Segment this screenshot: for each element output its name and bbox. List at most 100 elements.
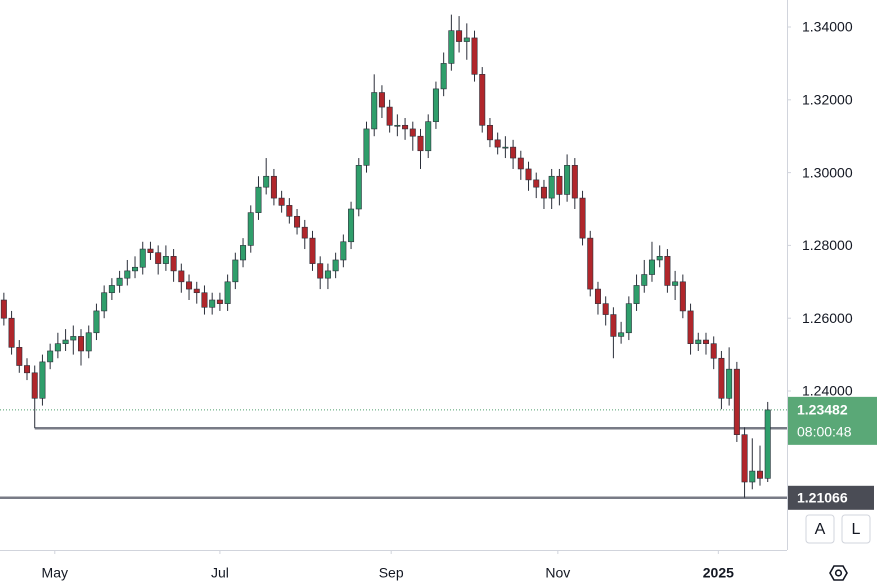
- candle-body: [78, 336, 85, 352]
- candle-body: [324, 270, 331, 279]
- candle-body: [610, 314, 617, 337]
- candle-body: [186, 281, 193, 290]
- y-tick-label: 1.28000: [802, 237, 853, 253]
- candle-body: [278, 197, 285, 206]
- candle-body: [618, 332, 625, 337]
- candle-body: [24, 365, 31, 374]
- settings-icon-center[interactable]: [834, 569, 843, 577]
- candle-body: [70, 336, 77, 341]
- candle-body: [726, 368, 733, 399]
- x-tick-label: 2025: [703, 565, 734, 581]
- candle-body: [417, 135, 424, 152]
- candle-body: [108, 285, 115, 294]
- candle-body: [294, 215, 301, 228]
- candle-body: [594, 288, 601, 304]
- candle-body: [687, 310, 694, 344]
- candle-body: [147, 248, 154, 253]
- candle-body: [510, 146, 517, 159]
- candle-body: [224, 281, 231, 304]
- level-label: 1.21066: [797, 490, 848, 506]
- candle-body: [664, 256, 671, 286]
- candle-body: [702, 339, 709, 344]
- candle-body: [648, 259, 655, 275]
- candle-body: [672, 281, 679, 286]
- candle-body: [255, 186, 262, 213]
- plot-area: [0, 14, 787, 500]
- candle-body: [124, 270, 131, 279]
- y-tick-label: 1.24000: [802, 383, 853, 399]
- candle-body: [425, 121, 432, 152]
- candle-body: [764, 409, 771, 479]
- candle-body: [47, 350, 54, 363]
- candle-body: [548, 175, 555, 199]
- candle-body: [571, 165, 578, 199]
- x-tick-label: Jul: [211, 565, 229, 581]
- candle-body: [332, 259, 339, 272]
- candle-body: [494, 139, 501, 148]
- candle-body: [540, 186, 547, 199]
- candle-body: [39, 361, 46, 399]
- candle-body: [247, 212, 254, 246]
- candle-body: [479, 74, 486, 126]
- last-price-label: 1.23482: [797, 402, 848, 418]
- candle-body: [602, 303, 609, 315]
- candle-body: [317, 263, 324, 279]
- axes: 1.24000 1.26000 1.28000 1.30000 1.32000 1.340…: [42, 19, 877, 581]
- candle-body: [162, 256, 169, 264]
- candle-body: [625, 303, 632, 334]
- candle-body: [641, 274, 648, 286]
- candle-body: [16, 347, 23, 366]
- candle-body: [502, 146, 509, 149]
- candle-body: [656, 256, 663, 261]
- x-tick-label: May: [42, 565, 68, 581]
- x-tick-label: Sep: [379, 565, 404, 581]
- candle-body: [394, 124, 401, 127]
- candle-body: [116, 277, 123, 286]
- last-price-box: [788, 396, 877, 445]
- auto-button[interactable]: [805, 514, 835, 544]
- candle-body: [155, 252, 162, 264]
- candle-body: [363, 128, 370, 166]
- candle-body: [348, 208, 355, 243]
- candle-body: [0, 299, 7, 319]
- candle-body: [432, 88, 439, 122]
- candle-body: [710, 343, 717, 359]
- y-tick-label: 1.32000: [802, 92, 853, 108]
- auto-button-label[interactable]: A: [815, 521, 826, 538]
- candle-body: [525, 168, 532, 181]
- candle-body: [756, 470, 763, 479]
- countdown-label: 08:00:48: [797, 424, 852, 440]
- y-tick-label: 1.26000: [802, 310, 853, 326]
- candle-body: [31, 372, 38, 399]
- candle-body: [371, 92, 378, 130]
- candle-body: [533, 179, 540, 188]
- candle-body: [270, 175, 277, 199]
- candle-body: [440, 63, 447, 90]
- candle-body: [232, 259, 239, 283]
- candle-body: [517, 157, 524, 170]
- candle-body: [8, 317, 15, 348]
- candle-body: [132, 266, 139, 272]
- candle-body: [718, 357, 725, 399]
- candle-body: [85, 332, 92, 352]
- candle-body: [448, 30, 455, 64]
- candle-body: [587, 237, 594, 290]
- candle-body: [139, 248, 146, 268]
- settings-button[interactable]: [829, 565, 848, 581]
- candle-body: [733, 368, 740, 435]
- candle-body: [101, 292, 108, 312]
- settings-icon[interactable]: [829, 565, 848, 581]
- candle-body: [263, 175, 270, 188]
- candle-body: [240, 245, 247, 261]
- candle-body: [62, 339, 69, 344]
- log-button-label[interactable]: L: [852, 521, 861, 538]
- candle-body: [579, 197, 586, 239]
- candle-body: [463, 37, 470, 42]
- candle-body: [402, 124, 409, 130]
- candle-body: [286, 205, 293, 217]
- candle-body: [193, 288, 200, 294]
- candle-body: [564, 165, 571, 195]
- log-button[interactable]: [841, 514, 871, 544]
